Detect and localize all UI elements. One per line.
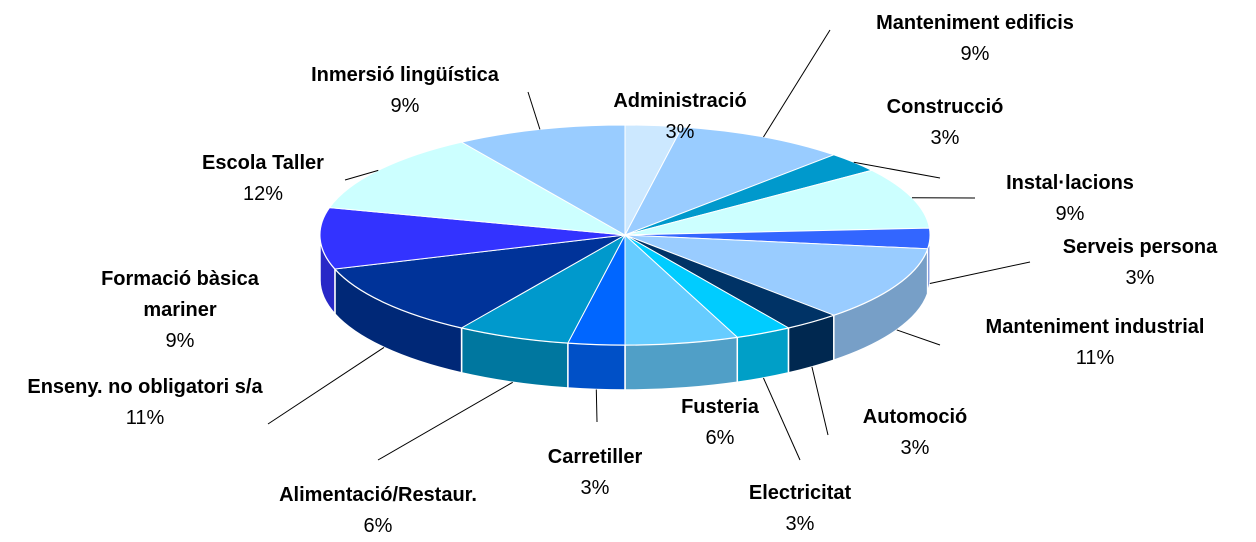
category-label: Construcció: [886, 96, 1004, 118]
slice-label: Fusteria 6%: [681, 392, 759, 454]
category-label: Administració: [613, 90, 747, 112]
leader-line: [896, 329, 941, 346]
slice-label: Administració 3%: [613, 86, 746, 148]
slice-label: Serveis persona 3%: [1063, 232, 1218, 294]
category-label: Alimentació/Restaur.: [279, 484, 477, 506]
category-label: Enseny. no obligatori s/a: [27, 376, 263, 398]
leader-line: [527, 91, 541, 130]
slice-label: Electricitat 3%: [749, 478, 851, 540]
category-label: Manteniment edificis: [876, 12, 1074, 34]
leader-line: [267, 347, 385, 425]
value-label: 9%: [165, 330, 195, 352]
value-label: 9%: [1055, 203, 1085, 225]
slice-label: Alimentació/Restaur. 6%: [279, 480, 477, 542]
leader-line: [853, 161, 941, 179]
slice: [624, 169, 930, 236]
value-label: 3%: [580, 477, 610, 499]
slice-label: Automoció 3%: [863, 402, 967, 464]
slice-side: [567, 342, 626, 391]
leader-line: [929, 261, 1031, 284]
slice-label: Escola Taller 12%: [202, 148, 324, 210]
leader-line: [811, 366, 829, 436]
leader-line: [763, 377, 801, 461]
value-label: 9%: [390, 95, 420, 117]
slice: [333, 234, 626, 329]
category-label: Fusteria: [681, 396, 759, 418]
slice: [319, 207, 626, 270]
category-label: Serveis persona: [1062, 236, 1218, 258]
category-label: Manteniment industrial: [985, 316, 1205, 338]
category-label: Instal·lacions: [1006, 172, 1134, 194]
slice-label: Formació bàsica mariner 9%: [80, 264, 280, 357]
slice-label: Inmersió lingüística 9%: [311, 60, 499, 122]
leader-line: [763, 29, 831, 138]
value-label: 6%: [705, 427, 735, 449]
value-label: 9%: [960, 43, 990, 65]
category-label: Escola Taller: [202, 152, 324, 174]
value-label: 12%: [242, 183, 284, 205]
slice-label: Instal·lacions 9%: [1006, 168, 1134, 230]
slice: [624, 234, 929, 316]
value-label: 3%: [930, 127, 960, 149]
value-label: 3%: [900, 437, 930, 459]
category-label: Formació bàsica mariner: [101, 268, 259, 321]
slice: [460, 124, 626, 236]
leader-line: [344, 169, 379, 181]
category-label: Inmersió lingüística: [311, 64, 499, 86]
value-label: 6%: [363, 515, 393, 537]
slice-label: Manteniment industrial 11%: [986, 312, 1205, 374]
slice: [328, 141, 626, 236]
slice-label: Manteniment edificis 9%: [876, 8, 1074, 70]
leader-line: [595, 389, 598, 423]
slice-label: Enseny. no obligatori s/a 11%: [5, 372, 285, 434]
category-label: Automoció: [862, 406, 968, 428]
value-label: 11%: [125, 407, 165, 429]
leader-line: [377, 381, 513, 461]
category-label: Electricitat: [748, 482, 852, 504]
category-label: Carretiller: [547, 446, 643, 468]
value-label: 3%: [665, 121, 695, 143]
value-label: 3%: [1125, 267, 1155, 289]
slice-label: Carretiller 3%: [548, 442, 643, 504]
value-label: 3%: [785, 513, 815, 535]
slice-label: Construcció 3%: [887, 92, 1004, 154]
value-label: 11%: [1075, 347, 1115, 369]
